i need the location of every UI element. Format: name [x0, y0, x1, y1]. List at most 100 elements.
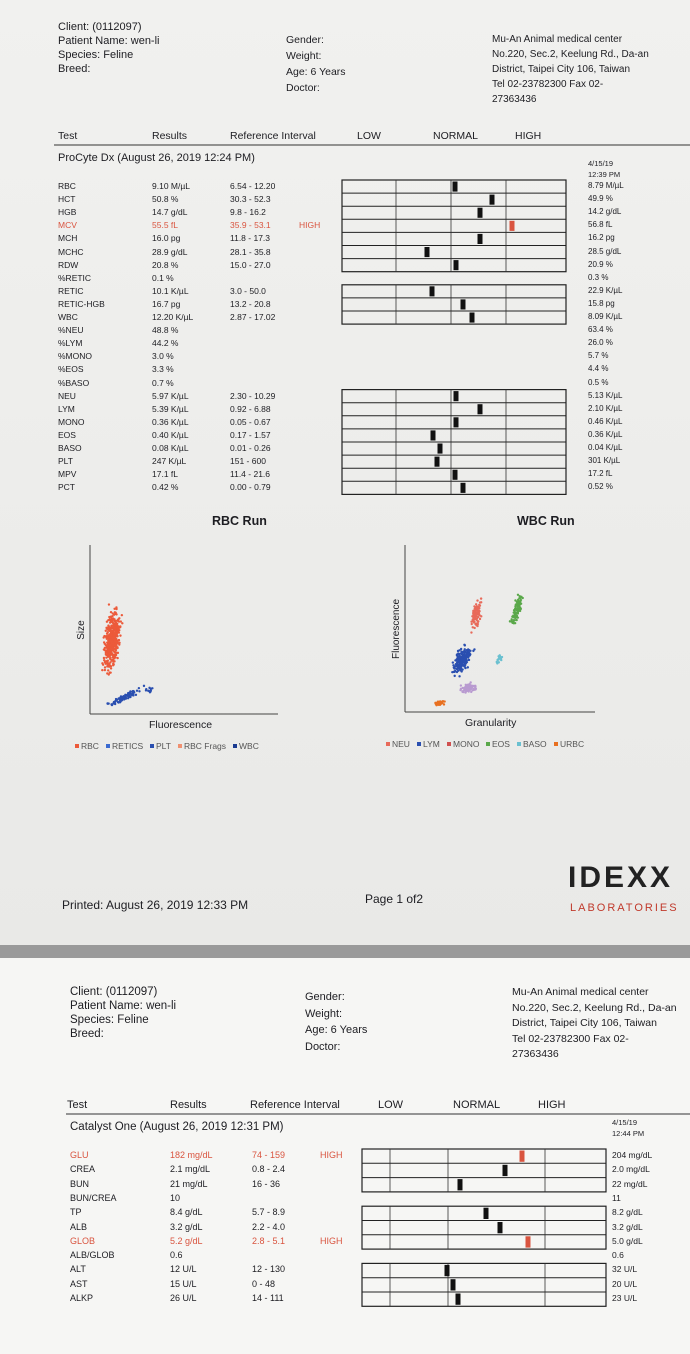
previous-result: 0.3 % [588, 272, 609, 282]
column-header: Test [67, 1099, 88, 1111]
scatter-dot [112, 626, 116, 630]
scatter-dot [114, 653, 118, 657]
scatter-dot [474, 687, 478, 690]
scatter-dot [473, 626, 476, 630]
scatter-dot [118, 629, 121, 632]
scatter-dot [142, 684, 146, 688]
scatter-dot [108, 651, 112, 655]
scatter-dot [471, 618, 474, 621]
scatter-dot [120, 613, 124, 617]
scatter-dot [112, 631, 115, 635]
scatter-dot [461, 668, 464, 671]
scatter-dot [131, 690, 134, 694]
column-header: Results [152, 130, 188, 142]
scatter-dot [470, 622, 473, 626]
scatter-dot [518, 603, 521, 606]
patient-info: Gender: [305, 991, 345, 1003]
scatter-dot [107, 669, 110, 672]
scatter-dot [107, 634, 111, 637]
flag: HIGH [320, 1150, 343, 1160]
test-result: 16.0 pg [152, 233, 181, 244]
scatter-dot [477, 615, 480, 619]
patient-info: Patient Name: wen-li [70, 1000, 177, 1012]
test-name: %RETIC [58, 272, 92, 283]
test-result: 8.4 g/dL [170, 1207, 203, 1218]
scatter-dot [464, 654, 467, 658]
scatter-dot [113, 639, 117, 643]
scatter-dot [474, 611, 477, 614]
clinic-address: Mu-An Animal medical center [512, 986, 649, 998]
scatter-dot [440, 700, 444, 704]
test-name: ALKP [70, 1293, 94, 1303]
scatter-dot [137, 686, 141, 690]
scatter-dot [436, 702, 439, 705]
previous-result: 11 [612, 1192, 621, 1203]
scatter-dot [464, 690, 468, 693]
scatter-dot [110, 647, 113, 650]
legend-swatch [233, 744, 237, 748]
patient-info: Age: 6 Years [286, 66, 346, 78]
legend-label: RETICS [112, 741, 144, 751]
scatter-dot [109, 643, 112, 647]
gauge-marker [453, 260, 459, 271]
axis-label: Fluorescence [391, 598, 402, 659]
scatter-dot [472, 649, 475, 653]
axis-label: Fluorescence [149, 719, 213, 731]
scatter-dot [514, 611, 518, 615]
test-name: NEU [58, 390, 76, 401]
legend-swatch [75, 744, 79, 748]
test-name: ALB/GLOB [70, 1250, 115, 1261]
gauge-marker [430, 430, 436, 441]
reference-interval: 0.8 - 2.4 [252, 1164, 286, 1175]
legend-swatch [554, 742, 558, 746]
scatter-dot [121, 622, 124, 625]
previous-result: 14.2 g/dL [588, 207, 622, 217]
scatter-dot [104, 629, 107, 632]
legend-swatch [178, 744, 182, 748]
column-header: Reference Interval [230, 130, 316, 142]
scatter-dot [110, 618, 114, 622]
scatter-dot [117, 618, 120, 621]
test-name: %EOS [58, 364, 84, 375]
scatter-dot [518, 600, 522, 603]
legend-swatch [106, 744, 110, 748]
scatter-dot [451, 661, 455, 664]
reference-interval: 28.1 - 35.8 [230, 246, 271, 257]
patient-info: Patient Name: wen-li [58, 35, 160, 47]
scatter-dot [114, 649, 118, 652]
test-result: 0.42 % [152, 482, 179, 493]
test-result: 17.1 fL [152, 469, 178, 480]
previous-result: 0.46 K/µL [588, 416, 623, 426]
axis-label: Size [76, 619, 87, 640]
test-result: 12 U/L [170, 1264, 197, 1275]
scatter-dot [474, 609, 478, 612]
scatter-dot [477, 606, 481, 610]
gauge-marker [502, 1164, 508, 1177]
previous-result: 5.7 % [588, 351, 609, 361]
scatter-dot [111, 645, 114, 649]
reference-interval: 35.9 - 53.1 [230, 220, 271, 231]
scatter-dot [104, 662, 108, 665]
reference-interval: 0.01 - 0.26 [230, 443, 271, 453]
scatter-dot [103, 668, 107, 672]
test-name: PCT [58, 482, 75, 493]
legend-label: NEU [392, 739, 410, 749]
reference-interval: 5.7 - 8.9 [252, 1207, 286, 1218]
scatter-dot [461, 686, 464, 690]
scatter-dot [114, 611, 117, 614]
scatter-dot [107, 618, 110, 622]
test-result: 0.7 % [152, 377, 174, 388]
patient-info: Breed: [58, 63, 91, 75]
previous-result: 63.4 % [588, 325, 613, 335]
previous-result: 0.04 K/µL [588, 443, 623, 452]
scatter-dot [466, 683, 469, 687]
report-page-2: Client: (0112097) Patient Name: wen-li Spe… [0, 958, 690, 1354]
test-result: 2.1 mg/dL [170, 1164, 211, 1175]
reference-interval: 0.17 - 1.57 [230, 429, 271, 440]
scatter-dot [461, 658, 465, 661]
reference-interval: 6.54 - 12.20 [230, 181, 276, 191]
gauge-marker [453, 417, 459, 428]
test-result: 5.97 K/µL [152, 390, 189, 401]
scatter-dot [475, 606, 478, 610]
scatter-dot [104, 650, 108, 654]
